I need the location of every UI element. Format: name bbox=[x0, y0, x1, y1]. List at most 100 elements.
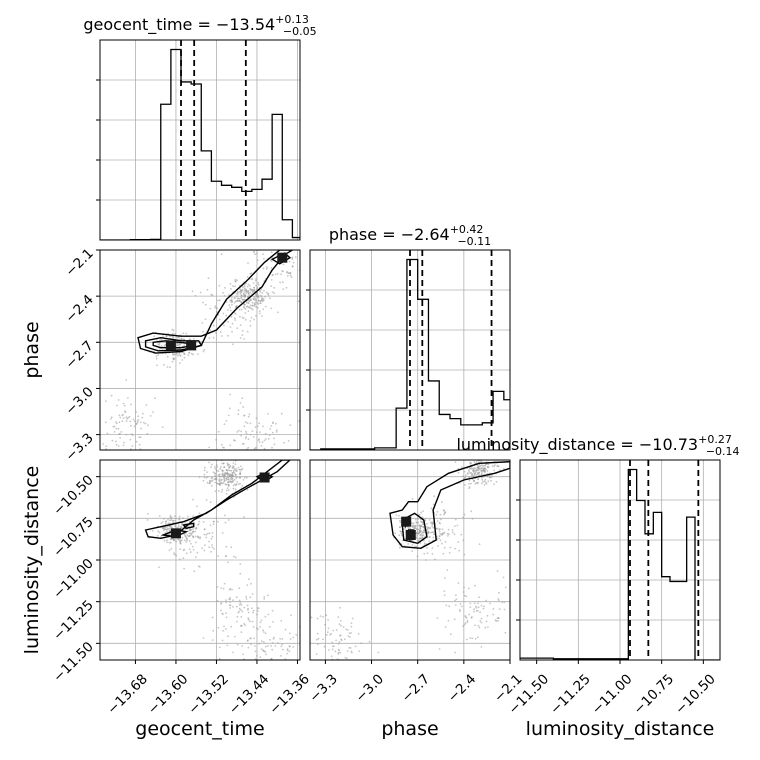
scatter-point bbox=[263, 257, 265, 260]
scatter-point bbox=[209, 329, 212, 331]
scatter-point bbox=[433, 495, 436, 498]
scatter-point bbox=[418, 530, 421, 532]
scatter-point bbox=[346, 657, 348, 660]
scatter-point bbox=[249, 291, 252, 294]
scatter-point bbox=[231, 472, 234, 474]
scatter-point bbox=[158, 347, 161, 350]
scatter-point bbox=[229, 604, 232, 607]
scatter-point bbox=[454, 651, 457, 654]
scatter-point bbox=[216, 466, 219, 468]
scatter-point bbox=[421, 537, 423, 539]
scatter-point bbox=[135, 411, 138, 413]
scatter-point bbox=[202, 637, 205, 639]
scatter-point bbox=[199, 537, 201, 540]
scatter-point bbox=[243, 299, 246, 301]
scatter-point bbox=[174, 525, 177, 528]
scatter-point bbox=[216, 586, 219, 588]
scatter-point bbox=[443, 594, 446, 596]
scatter-point bbox=[247, 646, 250, 649]
scatter-point bbox=[292, 646, 295, 648]
scatter-point bbox=[337, 648, 340, 651]
scatter-point bbox=[451, 531, 454, 534]
scatter-point bbox=[174, 524, 177, 526]
scatter-point bbox=[245, 301, 248, 304]
contour-middle bbox=[144, 336, 203, 352]
y-tick-label: −3.0 bbox=[62, 384, 96, 418]
scatter-point bbox=[254, 279, 257, 282]
scatter-point bbox=[472, 458, 474, 460]
title-text: geocent_time = −13.54 bbox=[83, 15, 275, 35]
scatter-point bbox=[502, 576, 505, 579]
scatter-point bbox=[209, 524, 212, 527]
scatter-point bbox=[130, 424, 132, 427]
scatter-point bbox=[255, 300, 257, 302]
scatter-point bbox=[172, 358, 175, 361]
scatter-point bbox=[223, 324, 225, 327]
scatter-point bbox=[225, 628, 227, 630]
scatter-point bbox=[339, 651, 342, 654]
scatter-point bbox=[211, 546, 214, 549]
x-tick-label: −13.68 bbox=[104, 671, 151, 718]
scatter-point bbox=[284, 658, 287, 660]
scatter-point bbox=[166, 355, 169, 358]
scatter-point bbox=[255, 284, 257, 287]
scatter-point bbox=[220, 491, 223, 493]
scatter-point bbox=[472, 467, 474, 469]
scatter-point bbox=[251, 593, 254, 595]
scatter-point bbox=[226, 489, 228, 492]
scatter-point bbox=[228, 304, 231, 306]
scatter-point bbox=[251, 304, 254, 307]
scatter-point bbox=[235, 470, 238, 473]
scatter-point bbox=[474, 584, 476, 587]
scatter-point bbox=[504, 586, 507, 589]
scatter-point bbox=[464, 484, 466, 486]
scatter-point bbox=[256, 306, 259, 309]
scatter-point bbox=[233, 312, 236, 314]
scatter-point bbox=[221, 446, 224, 449]
scatter-point bbox=[226, 471, 229, 474]
scatter-point bbox=[432, 503, 435, 506]
scatter-point bbox=[454, 604, 457, 606]
scatter-point bbox=[290, 666, 292, 668]
scatter-point bbox=[466, 472, 469, 475]
scatter-point bbox=[219, 467, 222, 470]
scatter-point bbox=[262, 308, 265, 311]
scatter-point bbox=[288, 650, 291, 653]
scatter-point bbox=[431, 525, 433, 528]
scatter-point bbox=[212, 523, 215, 526]
scatter-point bbox=[219, 646, 221, 649]
scatter-point bbox=[259, 656, 262, 658]
scatter-point bbox=[240, 308, 243, 311]
scatter-point bbox=[263, 598, 266, 600]
scatter-point bbox=[203, 469, 206, 472]
scatter-point bbox=[236, 615, 239, 618]
scatter-point bbox=[244, 312, 247, 314]
scatter-point bbox=[492, 613, 495, 616]
scatter-point bbox=[494, 464, 496, 466]
scatter-point bbox=[247, 618, 250, 621]
scatter-point bbox=[409, 527, 412, 530]
scatter-point bbox=[416, 534, 418, 537]
scatter-point bbox=[238, 599, 241, 602]
scatter-point bbox=[463, 470, 466, 473]
scatter-point bbox=[249, 422, 252, 425]
scatter-point bbox=[137, 419, 140, 421]
scatter-point bbox=[347, 629, 349, 631]
scatter-point bbox=[186, 534, 189, 536]
scatter-point bbox=[263, 596, 266, 598]
scatter-point bbox=[238, 587, 241, 590]
scatter-point bbox=[210, 550, 213, 553]
scatter-point bbox=[192, 515, 195, 517]
scatter-point bbox=[247, 617, 250, 620]
scatter-point bbox=[499, 469, 501, 471]
scatter-point bbox=[464, 616, 467, 618]
scatter-point bbox=[478, 626, 481, 629]
scatter-point bbox=[289, 638, 292, 640]
scatter-point bbox=[173, 553, 176, 556]
scatter-point bbox=[218, 657, 221, 660]
scatter-point bbox=[331, 645, 334, 647]
scatter-point bbox=[173, 552, 175, 554]
scatter-point bbox=[327, 619, 329, 621]
scatter-point bbox=[235, 483, 238, 486]
scatter-point bbox=[231, 322, 234, 325]
